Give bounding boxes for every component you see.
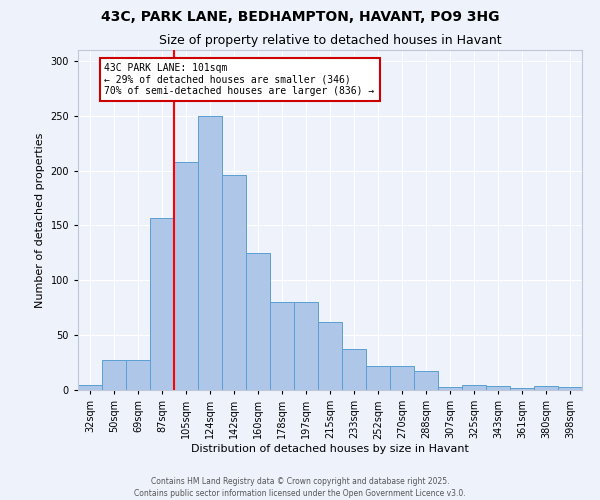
Title: Size of property relative to detached houses in Havant: Size of property relative to detached ho…	[158, 34, 502, 48]
Bar	[510, 388, 534, 390]
Bar	[366, 366, 390, 390]
Bar	[462, 384, 486, 390]
Bar	[558, 386, 582, 390]
Bar	[414, 372, 438, 390]
Bar	[78, 384, 102, 390]
Bar	[318, 322, 342, 390]
Bar	[294, 302, 318, 390]
Bar	[534, 386, 558, 390]
Bar	[174, 162, 198, 390]
Bar	[486, 386, 510, 390]
Bar	[270, 302, 294, 390]
Bar	[150, 218, 174, 390]
Bar	[246, 253, 270, 390]
Text: 43C, PARK LANE, BEDHAMPTON, HAVANT, PO9 3HG: 43C, PARK LANE, BEDHAMPTON, HAVANT, PO9 …	[101, 10, 499, 24]
Bar	[342, 350, 366, 390]
Y-axis label: Number of detached properties: Number of detached properties	[35, 132, 45, 308]
Text: Contains HM Land Registry data © Crown copyright and database right 2025.
Contai: Contains HM Land Registry data © Crown c…	[134, 476, 466, 498]
Bar	[126, 360, 150, 390]
Bar	[198, 116, 222, 390]
Text: 43C PARK LANE: 101sqm
← 29% of detached houses are smaller (346)
70% of semi-det: 43C PARK LANE: 101sqm ← 29% of detached …	[104, 63, 374, 96]
Bar	[390, 366, 414, 390]
Bar	[102, 360, 126, 390]
Bar	[438, 386, 462, 390]
X-axis label: Distribution of detached houses by size in Havant: Distribution of detached houses by size …	[191, 444, 469, 454]
Bar	[222, 175, 246, 390]
